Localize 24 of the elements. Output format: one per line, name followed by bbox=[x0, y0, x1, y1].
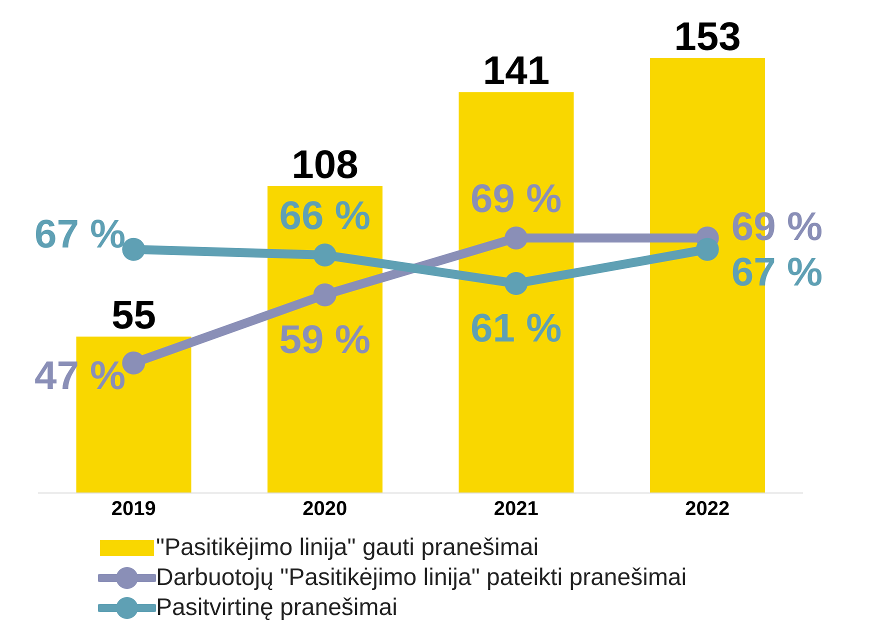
point bbox=[504, 272, 528, 295]
legend-label: Pasitvirtinę pranešimai bbox=[156, 593, 398, 623]
data-label: 59 % bbox=[279, 318, 370, 362]
x-tick-label: 2019 bbox=[111, 498, 156, 520]
data-label: 61 % bbox=[470, 306, 562, 350]
bar bbox=[76, 336, 192, 493]
data-label: 67 % bbox=[34, 212, 126, 256]
data-label: 108 bbox=[292, 142, 358, 187]
x-tick-label: 2021 bbox=[494, 498, 538, 520]
point bbox=[313, 283, 336, 306]
point bbox=[504, 226, 528, 250]
legend-label: "Pasitikėjimo linija" gauti pranešimai bbox=[156, 533, 539, 563]
point bbox=[696, 238, 719, 261]
bar bbox=[268, 186, 382, 493]
bar bbox=[458, 92, 574, 493]
data-label: 69 % bbox=[470, 177, 562, 221]
data-label: 66 % bbox=[279, 194, 370, 238]
point bbox=[313, 244, 336, 267]
legend-label: Darbuotojų "Pasitikėjimo linija" pateikti pranešimai bbox=[156, 563, 687, 593]
x-tick-label: 2020 bbox=[302, 498, 348, 520]
data-label: 55 bbox=[112, 294, 156, 338]
x-tick-label: 2022 bbox=[685, 498, 730, 520]
data-label: 141 bbox=[482, 49, 550, 94]
data-label: 153 bbox=[674, 15, 741, 59]
